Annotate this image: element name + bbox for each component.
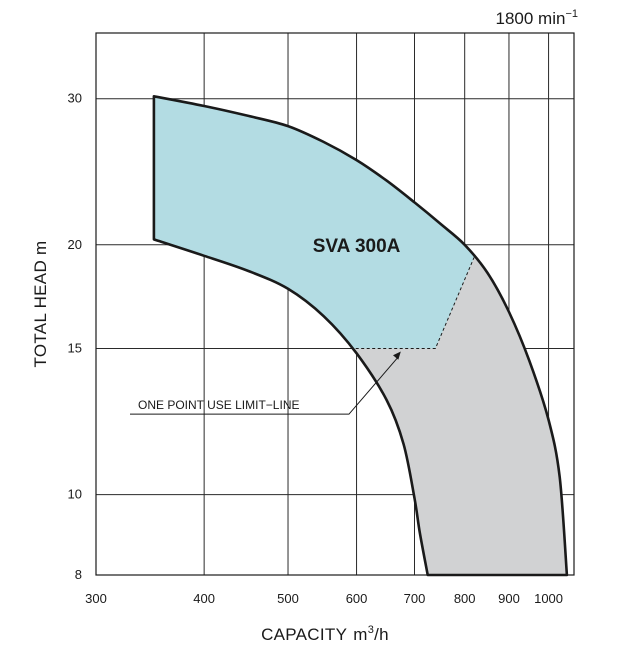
x-tick-label: 900 [498,591,520,606]
y-tick-label: 20 [68,237,82,252]
y-tick-label: 15 [68,340,82,355]
y-tick-label: 8 [75,567,82,582]
callout-leader-line [130,357,399,415]
y-tick-label: 10 [68,487,82,502]
tick-labels: 300 400 500 600 700 800 900 1000 8 10 15 20 30 [68,91,563,606]
y-tick-label: 30 [68,91,82,106]
x-tick-label: 800 [454,591,476,606]
x-axis-title: CAPACITY m3/h [261,624,389,644]
speed-label: 1800 min−1 [496,8,578,28]
plot-frame [95,32,575,576]
use-limit-line [350,257,475,349]
x-tick-label: 600 [346,591,368,606]
speed-label-value: 1800 min [496,9,566,28]
y-axis-title: TOTAL HEAD m [31,240,50,367]
speed-label-exponent: −1 [565,8,578,20]
model-label: SVA 300A [313,236,401,257]
callout-arrowhead [393,351,401,360]
x-axis-unit-base: m [353,625,367,644]
limit-line-callout: ONE POINT USE LIMIT−LINE [130,351,401,415]
x-axis-unit-sup: 3 [368,624,374,636]
continuous-use-region [153,96,567,349]
operating-regions [152,95,569,577]
x-tick-label: 700 [404,591,426,606]
limit-line-label: ONE POINT USE LIMIT−LINE [138,398,299,412]
x-tick-label: 300 [85,591,107,606]
x-tick-label: 400 [193,591,215,606]
envelope-outline [152,95,569,577]
x-tick-label: 500 [277,591,299,606]
x-tick-label: 1000 [534,591,563,606]
x-axis-unit-rest: /h [374,625,389,644]
x-axis-title-text: CAPACITY [261,625,347,644]
